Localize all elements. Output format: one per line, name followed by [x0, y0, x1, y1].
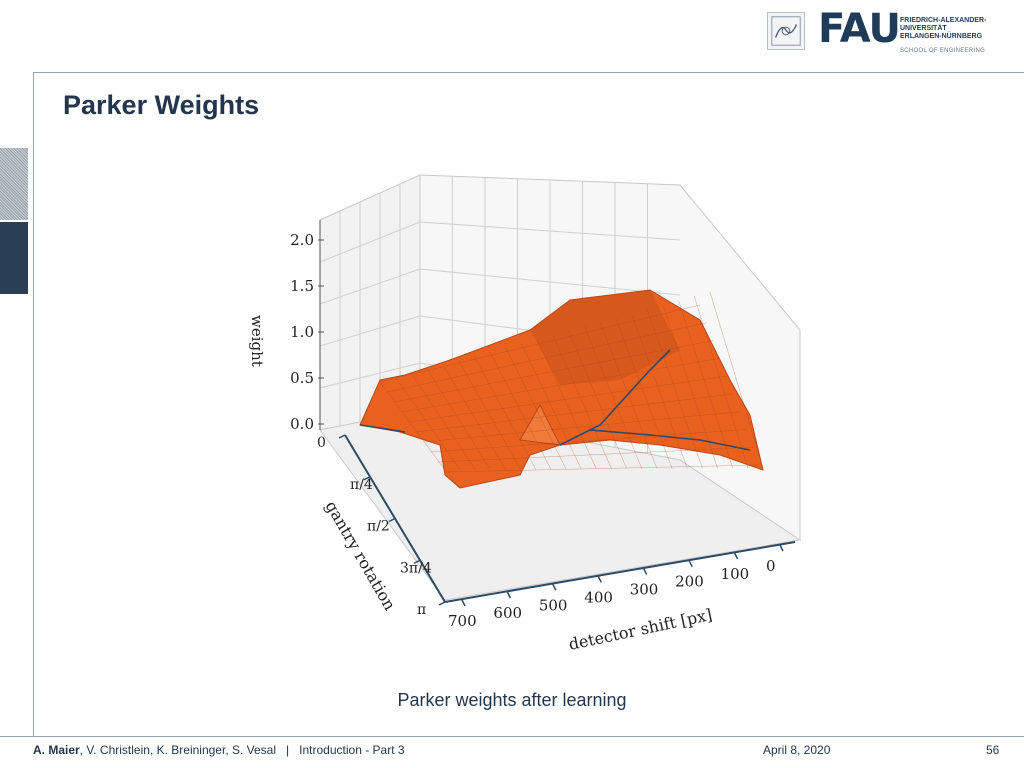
x-tick-label: 400 — [584, 588, 613, 606]
surface-peak — [519, 403, 561, 446]
mesh-line — [442, 364, 506, 470]
fau-logo: FAU — [818, 6, 901, 52]
parker-weights-surface-plot: 2.01.51.00.50.0 weight 0π/4π/23π/4π gant… — [248, 174, 802, 654]
z-tick-label: 0.0 — [290, 415, 314, 433]
mesh-line — [444, 464, 761, 473]
x-tick — [597, 576, 602, 583]
x-tick-label: 300 — [630, 581, 659, 599]
x-tick-label: 600 — [493, 604, 522, 622]
slide-title: Parker Weights — [63, 90, 260, 120]
z-axis-label: weight — [248, 315, 266, 367]
mesh-line — [474, 356, 537, 470]
footer-date: April 8, 2020 — [763, 743, 831, 757]
x-tick-label: 200 — [675, 573, 704, 591]
mesh-line — [505, 347, 567, 470]
y-tick-label: 0 — [317, 435, 326, 451]
mesh-line — [489, 351, 552, 470]
y-tick — [338, 434, 346, 439]
school-name: SCHOOL OF ENGINEERING — [900, 48, 986, 54]
mesh-line — [416, 393, 734, 433]
x-tick-label: 700 — [448, 612, 477, 630]
y-tick — [438, 601, 446, 606]
x-tick — [461, 599, 466, 607]
y-tick-label: π/2 — [367, 519, 390, 535]
gridline — [319, 315, 421, 347]
coauthors: , V. Christlein, K. Breininger, S. Vesal — [79, 743, 277, 757]
x-tick — [506, 591, 512, 599]
mesh-line — [411, 373, 476, 470]
z-tick-label: 0.5 — [290, 369, 314, 387]
mesh-line — [568, 330, 627, 469]
mesh-line — [423, 411, 741, 443]
figure-caption: Parker weights after learning — [397, 690, 627, 710]
x-tick-label: 500 — [539, 596, 568, 614]
mesh-line — [646, 309, 703, 469]
z-tick-label: 1.0 — [290, 323, 314, 341]
mesh-line — [430, 429, 747, 453]
mesh-line — [401, 358, 721, 413]
mesh-line — [458, 360, 521, 470]
z-tick-label: 1.5 — [290, 277, 314, 295]
mesh-line — [437, 447, 754, 463]
y-tick — [388, 517, 396, 523]
y-tick-label: π — [417, 602, 426, 618]
weight-axis: 2.0 1.5 1.0 0.5 0.0 weight — [248, 220, 324, 433]
mesh-line — [379, 381, 446, 471]
x-tick-label: 0 — [766, 557, 776, 575]
mesh-line — [694, 296, 749, 469]
page-number: 56 — [986, 743, 1000, 757]
mesh-line — [408, 375, 727, 423]
gridline — [419, 268, 681, 296]
mesh-line — [709, 291, 764, 469]
mesh-line — [426, 369, 491, 470]
x-tick-label: 100 — [721, 565, 750, 583]
mesh-line — [678, 300, 733, 469]
gridline — [319, 268, 421, 305]
x-axis-label: detector shift [px] — [567, 605, 714, 654]
lead-author: A. Maier — [33, 743, 80, 757]
surface-ridge — [359, 349, 751, 451]
gridline — [319, 362, 421, 389]
mesh-line — [394, 340, 714, 403]
x-tick — [733, 552, 739, 560]
surface-mesh — [379, 291, 764, 473]
university-seal-logo — [767, 12, 805, 50]
y-tick — [363, 476, 371, 481]
mesh-line — [584, 326, 643, 469]
section-tab-inactive[interactable] — [0, 148, 28, 220]
mesh-line — [521, 343, 582, 470]
gridline — [419, 221, 681, 241]
footer-separator: | — [286, 743, 290, 757]
y-tick-label: π/4 — [350, 477, 373, 493]
x-tick — [688, 560, 693, 568]
footer-authors: A. Maier, V. Christlein, K. Breininger, … — [33, 743, 405, 757]
mesh-line — [387, 322, 707, 393]
mesh-line — [599, 321, 658, 469]
section-tab-active[interactable] — [0, 222, 28, 294]
x-tick — [643, 568, 648, 575]
y-tick — [413, 559, 421, 564]
y-tick-label: 3π/4 — [400, 560, 432, 576]
mesh-line — [395, 377, 461, 471]
x-tick — [552, 583, 557, 591]
mesh-line — [379, 304, 701, 383]
mesh-line — [536, 339, 597, 470]
slide-frame — [33, 72, 1024, 736]
university-name: FRIEDRICH-ALEXANDER- UNIVERSITÄT ERLANGE… — [900, 17, 987, 40]
lecture-title: Introduction - Part 3 — [299, 743, 405, 757]
surface-shade — [530, 290, 680, 385]
z-tick-label: 2.0 — [290, 231, 314, 249]
gridline — [319, 221, 421, 263]
footer-divider — [0, 736, 1024, 737]
mesh-line — [552, 334, 612, 470]
mesh-line — [631, 313, 688, 469]
mesh-line — [615, 317, 673, 469]
weight-surface — [359, 289, 764, 489]
x-tick — [779, 544, 784, 552]
mesh-line — [662, 304, 718, 469]
